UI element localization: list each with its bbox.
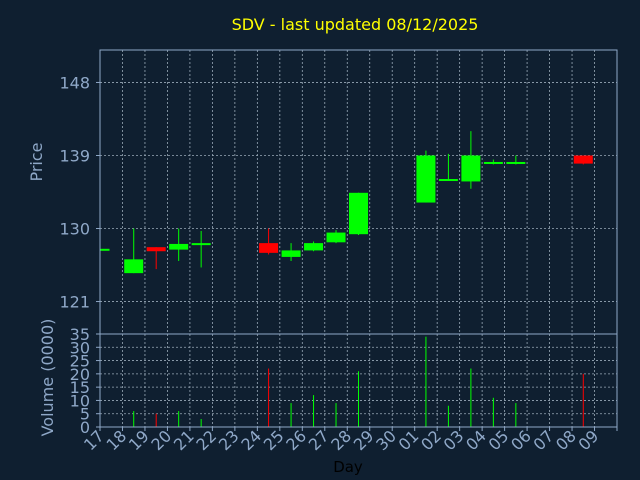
candle-26 [304, 241, 324, 252]
candle-body [573, 155, 593, 164]
candle-24 [259, 228, 279, 255]
candle-body [349, 192, 368, 235]
candle-body [326, 232, 346, 243]
candle-27 [326, 230, 346, 244]
candle-body [259, 243, 279, 253]
candle-body [124, 259, 144, 274]
candle-19 [146, 247, 166, 270]
candle-25 [281, 243, 301, 261]
chart-title: SDV - last updated 08/12/2025 [232, 15, 479, 34]
candle-05 [506, 155, 526, 165]
candle-body [416, 155, 436, 203]
candle-04 [483, 159, 503, 165]
price-y-tick-label: 121 [59, 293, 90, 312]
volume-y-tick-label: 20 [70, 365, 90, 384]
candle-28 [349, 192, 368, 236]
candle-21 [191, 230, 211, 268]
candle-17 [100, 248, 110, 251]
candle-18 [124, 228, 144, 274]
x-axis-ticks: 1718192021222324252627282930010203040506… [80, 426, 618, 454]
x-axis-label: Day [333, 458, 363, 476]
candle-body [304, 243, 324, 251]
volume-grid [100, 333, 617, 428]
candle-body [461, 155, 481, 182]
volume-y-tick-label: 0 [80, 418, 90, 437]
candle-body [506, 161, 526, 164]
candle-body [483, 161, 503, 164]
price-y-tick-label: 130 [59, 220, 90, 239]
candle-08 [573, 155, 593, 165]
volume-bars [133, 336, 584, 427]
volume-y-tick-label: 25 [70, 352, 90, 371]
price-plot-frame [99, 49, 618, 335]
volume-y-tick-label: 10 [70, 391, 90, 410]
x-tick-label: 09 [575, 426, 603, 454]
candle-03 [461, 131, 481, 189]
price-candles [100, 131, 593, 274]
candle-body [438, 179, 458, 182]
candle-02 [438, 153, 458, 182]
candle-20 [169, 228, 189, 261]
candle-body [191, 243, 211, 246]
candle-body [100, 248, 110, 251]
candle-body [281, 250, 301, 257]
volume-y-tick-label: 5 [80, 405, 90, 424]
price-y-tick-label: 148 [59, 73, 90, 92]
volume-y-tick-label: 30 [70, 338, 90, 357]
price-y-axis-ticks: 121 130 139 148 [59, 73, 100, 312]
price-y-tick-label: 139 [59, 146, 90, 165]
volume-y-tick-label: 15 [70, 378, 90, 397]
candle-01 [416, 150, 436, 203]
volume-plot-frame [99, 333, 618, 428]
price-axis-label: Price [27, 142, 46, 181]
volume-axis-label: Volume (0000) [38, 319, 57, 437]
candle-body [146, 247, 166, 252]
volume-y-tick-label: 35 [70, 325, 90, 344]
price-panel: 121 130 139 148 Price [27, 49, 618, 335]
price-grid [100, 50, 617, 334]
candle-body [169, 243, 189, 250]
